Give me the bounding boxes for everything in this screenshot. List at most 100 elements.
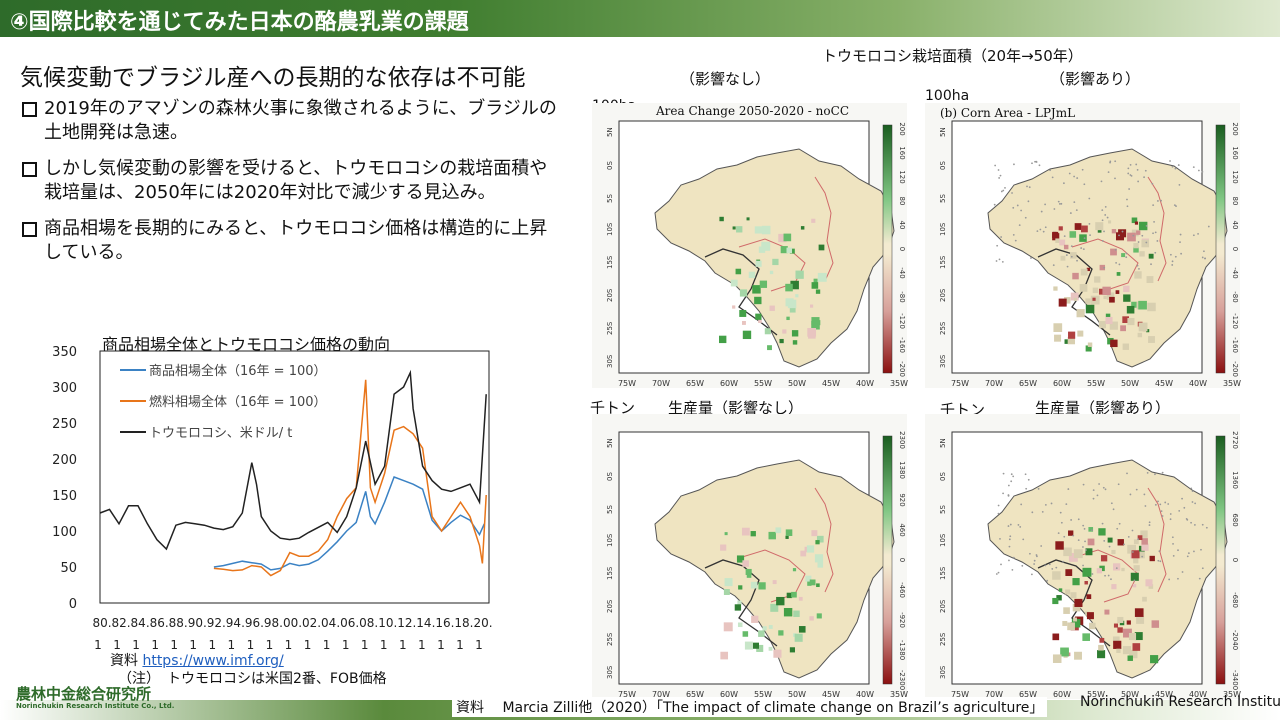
lon-label: 55W (754, 379, 772, 388)
lon-label: 50W (1121, 690, 1139, 699)
map-cell (1059, 239, 1066, 246)
colorbar-label: -120 (1231, 313, 1239, 329)
map-dot (1169, 518, 1172, 521)
map-cell (1148, 253, 1154, 259)
brazil-map-group (987, 148, 1228, 368)
map-cell (758, 582, 766, 590)
map-cell (1141, 239, 1150, 248)
map-cell (720, 651, 729, 660)
bullet-text: しかし気候変動の影響を受けると、トウモロコシの栽培面積や栽培量は、2050年には… (44, 158, 548, 203)
map-dot (1082, 483, 1085, 486)
map-cell (1136, 549, 1145, 559)
map-cell (754, 226, 763, 234)
map-cell (1088, 527, 1094, 532)
map-cell (1085, 304, 1095, 314)
map-dot (1051, 568, 1054, 570)
map-dot (1010, 473, 1013, 476)
map-dot (1101, 209, 1104, 212)
map-cell (1129, 649, 1138, 659)
map-cell (1147, 302, 1156, 312)
map-cell (1070, 292, 1079, 301)
colorbar-label: 160 (1231, 146, 1239, 159)
org-logo: 農林中金総合研究所 Norinchukin Research Institute… (16, 683, 174, 710)
region-border (1071, 238, 1139, 292)
x-tick-label-year: 1 (228, 638, 236, 652)
map-cell (815, 289, 821, 294)
region-border (814, 487, 834, 593)
map-cell (1072, 578, 1080, 586)
map-cell (1064, 297, 1071, 304)
map-cell (772, 258, 779, 266)
map-cell (773, 649, 782, 658)
map-cell (1080, 268, 1088, 276)
y-tick-label: 350 (52, 345, 77, 360)
map-cell (1131, 301, 1138, 308)
lon-label: 35W (890, 379, 908, 388)
map-cell (809, 616, 814, 621)
map-cell (1104, 609, 1110, 615)
map-cell (1117, 627, 1123, 633)
map-dot (1137, 538, 1140, 541)
map-dot (995, 573, 998, 575)
map-dot (1131, 529, 1134, 532)
map-cell (791, 330, 799, 337)
lat-label: 5S (606, 505, 614, 514)
map-cell (770, 603, 779, 612)
map-dot (1169, 160, 1171, 162)
line-chart-title: 商品相場全体とトウモロコシ価格の動向 (102, 335, 391, 354)
map-cell (1052, 654, 1062, 663)
region-border (1071, 549, 1139, 603)
map-dot (1007, 494, 1010, 497)
map-cell (1054, 334, 1062, 342)
map-dot (1154, 231, 1157, 234)
map-dot (1060, 202, 1063, 205)
map-dot (1141, 555, 1144, 558)
map-cell (1116, 648, 1121, 653)
map-dot (1000, 190, 1003, 193)
map-dot (1024, 216, 1027, 219)
map-cell (761, 241, 771, 251)
map-dot (1065, 254, 1068, 256)
map-cell (730, 279, 738, 287)
map-cell (1085, 548, 1093, 556)
map-cell (1086, 267, 1091, 272)
map-cell (1132, 583, 1137, 588)
colorbar-label: 0 (1231, 247, 1239, 251)
map-dot (1177, 549, 1179, 552)
lat-label: 5S (939, 505, 947, 514)
map-cell (1145, 579, 1153, 587)
map-dot (1044, 564, 1047, 567)
map-dot (1027, 200, 1030, 203)
unit-label-prod-left: 千トン (590, 399, 636, 417)
map-dot (1152, 204, 1155, 207)
map-dot (1132, 234, 1135, 237)
map-dot (1112, 508, 1115, 511)
map-dot (1101, 219, 1104, 222)
map-cell (1058, 298, 1067, 307)
imf-link[interactable]: https://www.imf.org/ (142, 653, 284, 669)
x-tick-label: 92. (207, 616, 226, 630)
lon-label: 65W (686, 379, 704, 388)
lon-label: 70W (652, 379, 670, 388)
lon-label: 70W (652, 690, 670, 699)
colorbar-label: 1360 (1231, 471, 1239, 489)
lon-label: 60W (1053, 379, 1071, 388)
map-dot (1169, 253, 1172, 256)
plot-frame (99, 350, 490, 604)
map-cell (1098, 644, 1104, 651)
lat-label: 0S (939, 472, 947, 481)
map-dot (1011, 568, 1014, 571)
map-dot (1058, 203, 1061, 205)
map-dot (1029, 552, 1031, 555)
map-cell (806, 545, 815, 553)
lon-label: 75W (618, 690, 636, 699)
map-dot (1178, 183, 1181, 186)
legend-label: トウモロコシ、米ドル/ t (149, 426, 292, 441)
map-dot (1138, 267, 1140, 270)
colorbar-label: 80 (1231, 197, 1239, 206)
colorbar-label: 680 (1231, 513, 1239, 526)
map-cell (1065, 569, 1073, 576)
bullet-item: 2019年のアマゾンの森林火事に象徴されるように、ブラジルの土地開発は急速。 (20, 97, 565, 145)
map-cell (1138, 322, 1148, 332)
map-cell (1131, 217, 1138, 224)
